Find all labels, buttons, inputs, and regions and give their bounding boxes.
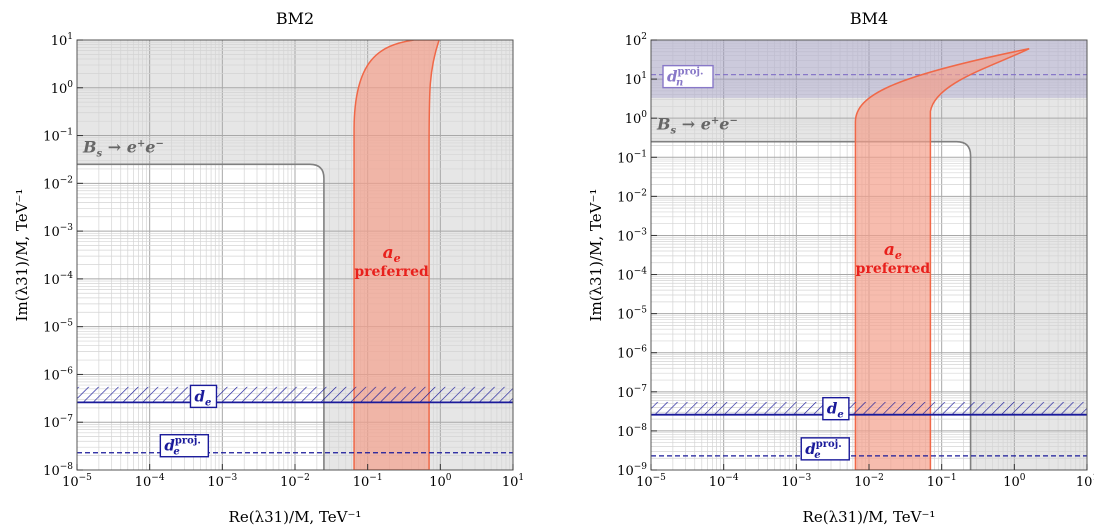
bs-label: Bs → e+e− bbox=[82, 137, 164, 159]
de-proj-label: dproj. e bbox=[800, 437, 850, 461]
y-axis-label: Im(λ31)/M, TeV⁻¹ bbox=[587, 189, 605, 322]
ae-label: ae bbox=[884, 240, 902, 262]
plot-area bbox=[77, 40, 513, 470]
y-tick-label: 10−2 bbox=[617, 188, 647, 205]
de-label-box bbox=[822, 396, 850, 421]
de-proj-label-box bbox=[800, 437, 850, 461]
y-tick-label: 10−4 bbox=[43, 271, 73, 288]
de-label-text: de bbox=[194, 387, 211, 408]
dn-proj-band bbox=[651, 40, 1087, 98]
x-tick-label: 10−3 bbox=[207, 473, 237, 490]
de-excluded-hatch bbox=[651, 401, 1087, 415]
x-tick-label: 10−5 bbox=[636, 473, 666, 490]
x-tick-label: 10−1 bbox=[353, 473, 383, 490]
y-tick-label: 10−8 bbox=[43, 462, 73, 479]
de-label-box bbox=[189, 384, 218, 409]
y-tick-label: 100 bbox=[51, 80, 74, 97]
x-tick-label: 10−2 bbox=[854, 473, 884, 490]
ae-preferred-band bbox=[353, 40, 440, 470]
y-tick-label: 101 bbox=[625, 71, 647, 88]
x-tick-label: 10−3 bbox=[781, 473, 811, 490]
x-tick-label: 10−5 bbox=[62, 473, 92, 490]
bs-label: Bs → e+e− bbox=[656, 115, 738, 137]
y-tick-label: 10−6 bbox=[617, 345, 647, 362]
de-label: de bbox=[189, 384, 218, 409]
de-label-text: de bbox=[827, 400, 844, 421]
y-tick-label: 10−9 bbox=[617, 462, 647, 479]
dn-proj-label-text: dproj. n bbox=[667, 67, 704, 89]
ae-label-preferred: preferred bbox=[856, 261, 931, 277]
chart-title: BM2 bbox=[276, 9, 314, 28]
dn-proj-label: dproj. n bbox=[662, 64, 714, 89]
y-tick-label: 10−7 bbox=[43, 414, 73, 431]
panel-bm4: 10−5 10−4 10−3 10−2 10−1 100 101 10−9 10−8 10−7 10… bbox=[587, 9, 1094, 526]
dn-proj-label-box bbox=[662, 64, 714, 89]
x-tick-label: 10−2 bbox=[280, 473, 310, 490]
x-tick-label: 100 bbox=[1003, 473, 1026, 490]
de-proj-label-box bbox=[159, 434, 210, 458]
ae-label: ae bbox=[383, 243, 401, 265]
bs-boundary-line bbox=[651, 140, 972, 470]
x-tick-label: 10−4 bbox=[135, 473, 165, 490]
y-tick-label: 10−8 bbox=[617, 423, 647, 440]
y-tick-label: 10−3 bbox=[617, 227, 647, 244]
y-tick-label: 10−1 bbox=[43, 128, 73, 145]
panel-bm2: 10−5 10−4 10−3 10−2 10−1 100 101 10−8 10−7 10−6 10… bbox=[13, 9, 524, 526]
de-proj-label: dproj. e bbox=[159, 434, 210, 458]
x-tick-label: 101 bbox=[1076, 473, 1094, 490]
de-proj-label-text: dproj. e bbox=[805, 439, 842, 461]
bs-boundary-line bbox=[77, 163, 325, 470]
x-tick-label: 10−1 bbox=[927, 473, 957, 490]
chart-title: BM4 bbox=[850, 9, 888, 28]
x-tick-label: 100 bbox=[429, 473, 452, 490]
y-axis-label: Im(λ31)/M, TeV⁻¹ bbox=[13, 189, 31, 322]
x-tick-label: 10−4 bbox=[709, 473, 739, 490]
de-proj-label-text: dproj. e bbox=[164, 436, 201, 458]
y-tick-label: 10−5 bbox=[617, 306, 647, 323]
y-tick-label: 10−1 bbox=[617, 149, 647, 166]
y-tick-label: 10−3 bbox=[43, 223, 73, 240]
y-tick-label: 10−6 bbox=[43, 366, 73, 383]
y-tick-label: 10−2 bbox=[43, 175, 73, 192]
ae-label-preferred: preferred bbox=[354, 264, 429, 280]
ae-preferred-band bbox=[854, 47, 1030, 470]
y-tick-label: 101 bbox=[51, 32, 73, 49]
de-excluded-hatch bbox=[77, 386, 513, 403]
plot-area bbox=[651, 40, 1087, 470]
y-tick-label: 10−7 bbox=[617, 384, 647, 401]
x-axis-label: Re(λ31)/M, TeV⁻¹ bbox=[803, 508, 936, 526]
y-tick-label: 10−4 bbox=[617, 267, 647, 284]
x-tick-label: 101 bbox=[502, 473, 524, 490]
x-axis-label: Re(λ31)/M, TeV⁻¹ bbox=[229, 508, 362, 526]
de-label: de bbox=[822, 396, 850, 421]
y-tick-label: 102 bbox=[625, 32, 647, 49]
y-tick-label: 10−5 bbox=[43, 319, 73, 336]
y-tick-label: 100 bbox=[625, 110, 648, 127]
